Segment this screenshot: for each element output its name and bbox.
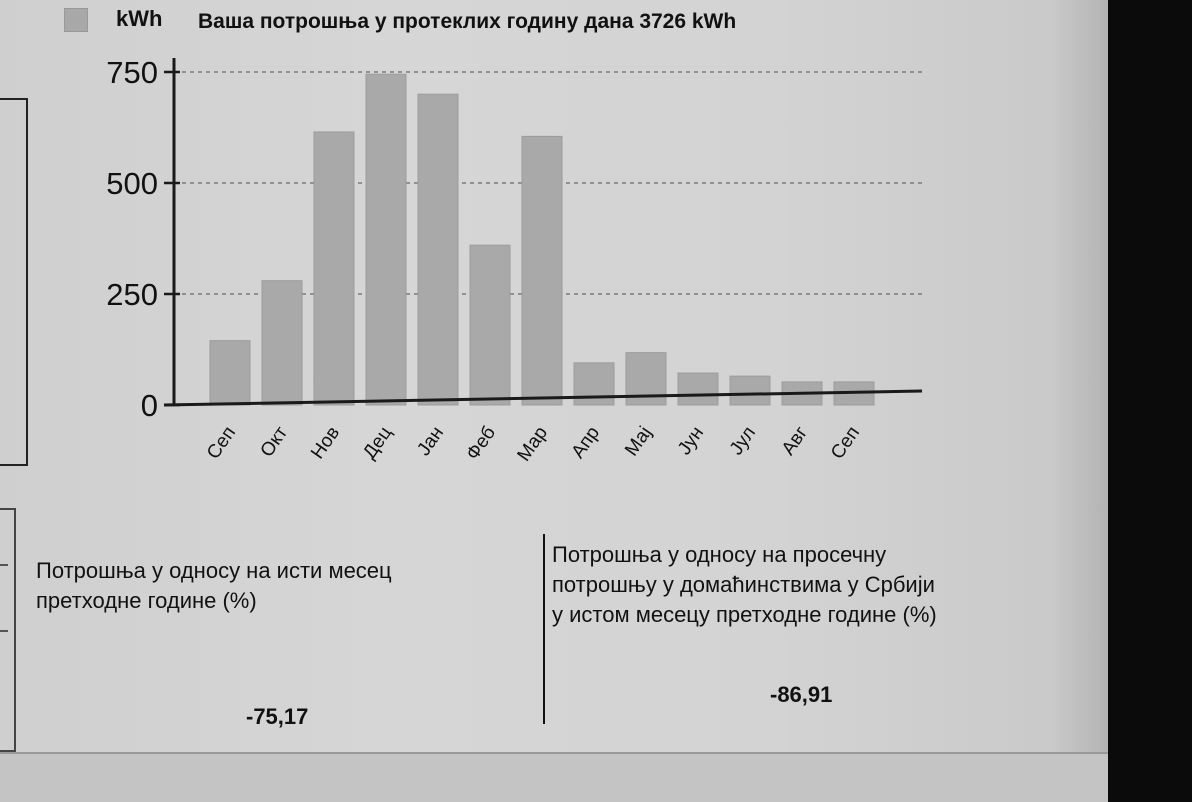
unit-label: kWh	[116, 6, 163, 31]
legend-swatch	[64, 8, 88, 32]
same-month-comparison-value: -75,17	[246, 704, 309, 729]
bar	[677, 372, 719, 406]
bar	[521, 135, 563, 406]
x-tick-label: Апр	[568, 423, 604, 463]
x-axis-line	[163, 389, 923, 407]
chart-title: Ваша потрошња у протеклих годину дана 37…	[198, 10, 737, 33]
x-tick-label: Окт	[257, 423, 293, 462]
y-tick-labels: 0 250 500 750	[106, 55, 158, 423]
bar	[469, 244, 511, 406]
left-frame-divider	[0, 564, 8, 566]
same-month-label-line: претходне године (%)	[36, 588, 257, 613]
x-tick-label: Нов	[307, 423, 344, 463]
average-label-line: Потрошња у односу на просечну	[552, 542, 887, 567]
x-tick-label: Јун	[674, 423, 708, 459]
bar	[261, 280, 303, 406]
x-tick-label: Мај	[621, 423, 656, 460]
x-tick-label: Мар	[514, 423, 553, 466]
bar	[729, 375, 771, 406]
x-tick-label: Сеп	[827, 423, 864, 463]
left-frame-top	[0, 98, 28, 466]
average-comparison-value: -86,91	[770, 682, 833, 707]
average-comparison-label: Потрошња у односу на просечну потрошњу у…	[552, 540, 937, 630]
y-tick-label: 250	[106, 277, 158, 312]
left-frame-divider	[0, 630, 8, 632]
y-tick-label: 0	[141, 388, 158, 423]
bar	[365, 73, 407, 406]
x-tick-label: Сеп	[203, 423, 240, 463]
x-tick-labels: Сеп Окт Нов Дец Јан Феб Мар Апр Мај Јун Јул Авг Сеп	[203, 423, 864, 466]
x-tick-label: Јул	[726, 423, 760, 459]
consumption-bar-chart: 0 250 500 750 Сеп Окт Нов Дец Јан Феб Мар Апр Мај Ју…	[106, 55, 923, 466]
y-tick-label: 500	[106, 166, 158, 201]
left-frame-bottom	[0, 508, 16, 752]
bar	[417, 93, 459, 406]
bottom-strip	[0, 752, 1108, 802]
axis-layer	[163, 58, 923, 407]
x-tick-label: Дец	[359, 423, 396, 463]
y-tick-label: 750	[106, 55, 158, 90]
x-tick-label: Јан	[413, 423, 448, 460]
paper-edge-shadow	[1050, 0, 1108, 800]
average-label-line: потрошњу у домаћинствима у Србији	[552, 572, 935, 597]
bar	[313, 131, 355, 406]
same-month-comparison-label: Потрошња у односу на исти месец претходн…	[36, 556, 392, 616]
bar	[209, 340, 251, 406]
bars-layer	[209, 73, 875, 406]
x-tick-label: Авг	[778, 423, 812, 459]
x-tick-label: Феб	[462, 423, 500, 464]
average-label-line: у истом месецу претходне године (%)	[552, 602, 937, 627]
panel-divider	[543, 534, 545, 724]
same-month-label-line: Потрошња у односу на исти месец	[36, 558, 392, 583]
